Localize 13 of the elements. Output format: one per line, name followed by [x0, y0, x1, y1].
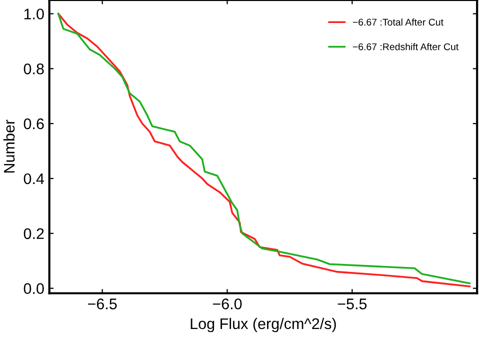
- y-tick-label: 0.0: [24, 283, 44, 294]
- y-tick-label: 0.6: [24, 118, 44, 130]
- y-tick-label: 0.2: [24, 228, 44, 240]
- x-tick-label: −5.5: [338, 298, 367, 310]
- x-tick-label: −6.5: [88, 298, 117, 310]
- legend-label: −6.67 :Total After Cut: [352, 18, 444, 26]
- y-tick-label: 0.8: [24, 64, 44, 74]
- y-axis-title: Number: [3, 120, 15, 173]
- legend-label: −6.67 :Redshift After Cut: [352, 43, 459, 50]
- x-tick-label: −6.0: [212, 298, 242, 310]
- y-tick-label: 0.4: [24, 173, 44, 184]
- x-axis-title: Log Flux (erg/cm^2/s): [190, 318, 336, 332]
- y-tick-label: 1.0: [24, 8, 44, 20]
